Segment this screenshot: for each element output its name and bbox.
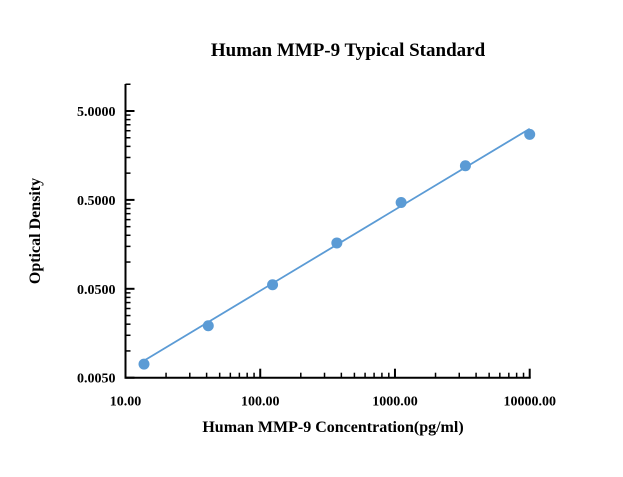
y-tick-label: 0.0050 — [77, 372, 116, 387]
chart-title: Human MMP-9 Typical Standard — [211, 40, 486, 61]
x-tick-label: 10000.00 — [503, 395, 556, 410]
data-point — [459, 160, 471, 172]
x-tick-label: 10.00 — [110, 395, 142, 410]
data-point — [202, 320, 214, 332]
data-point — [138, 358, 150, 370]
y-tick-label: 5.0000 — [77, 105, 116, 120]
x-tick-label: 1000.00 — [372, 395, 418, 410]
data-point — [331, 237, 343, 249]
y-axis-label: Optical Density — [27, 178, 44, 284]
x-tick-label: 100.00 — [241, 395, 280, 410]
axes: 10.00 100.00 1000.00 10000.00 0.0050 0.0500 0.… — [77, 83, 556, 410]
data-point — [267, 279, 279, 291]
data-point — [524, 128, 536, 140]
data-point — [395, 196, 407, 208]
plot-area — [138, 127, 536, 370]
y-tick-label: 0.0500 — [77, 283, 116, 298]
x-axis-label: Human MMP-9 Concentration(pg/ml) — [202, 419, 463, 436]
y-tick-label: 0.5000 — [77, 194, 116, 209]
